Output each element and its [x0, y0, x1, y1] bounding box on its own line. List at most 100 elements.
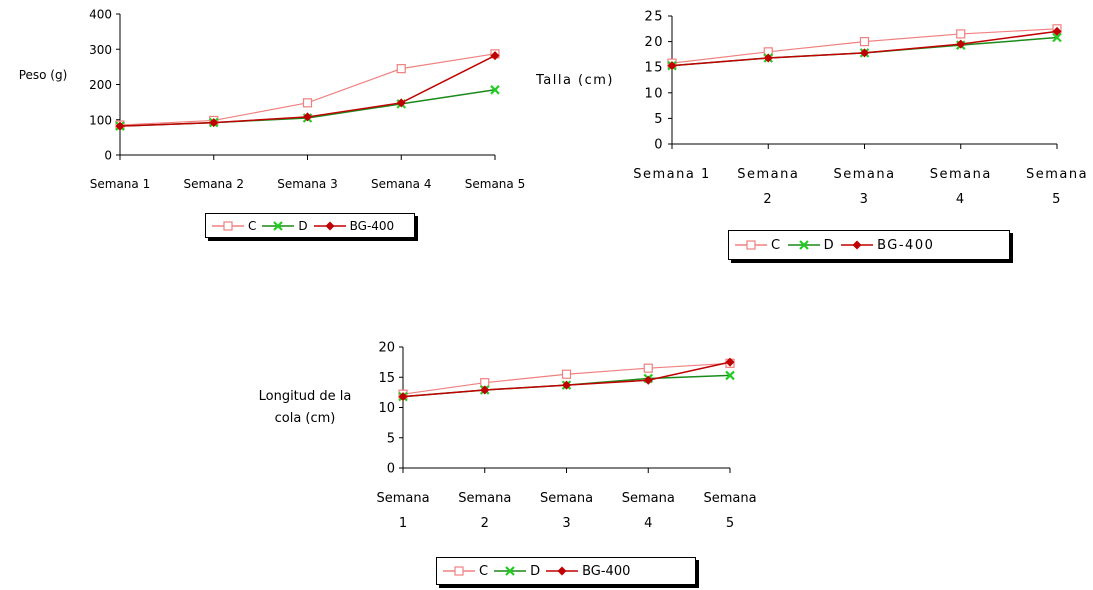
legend-marker: [454, 566, 464, 576]
y-tick-label: 0: [654, 138, 664, 153]
data-point-bg-400: [860, 48, 869, 58]
x-tick-label: Semana 1: [633, 167, 711, 182]
y-tick-label: 5: [654, 112, 664, 127]
y-tick-label: 200: [89, 78, 112, 92]
plot-area: 0 5 10 15 20 Semana 1 Semana 2 Semana 3 Semana 4 Sema…: [376, 341, 756, 532]
legend-item-d: D: [262, 218, 308, 233]
legend-item-d: D: [494, 564, 540, 579]
y-tick-label: 25: [644, 10, 664, 25]
legend-label: C: [479, 563, 489, 579]
legend-swatch: [494, 566, 527, 576]
legend-marker: [223, 220, 233, 231]
x-tick-label: Semana 2: [737, 167, 799, 207]
x-tick-label: Semana 3: [277, 177, 337, 191]
x-tick-label: Semana 2: [184, 177, 244, 191]
y-tick-label: 0: [104, 149, 112, 163]
legend-marker: [557, 566, 567, 576]
x-tick-label: Semana 3: [540, 491, 593, 531]
data-point-bg-400: [643, 375, 653, 385]
y-tick-label: 10: [378, 401, 395, 416]
x-tick-label: Semana 4: [930, 167, 992, 207]
data-point-bg-400: [562, 380, 571, 390]
y-tick-label: 100: [89, 113, 112, 127]
y-tick-label: 0: [387, 462, 395, 477]
y-axis-label: Talla (cm): [535, 73, 615, 88]
legend-marker: [852, 240, 862, 250]
legend-label: BG-400: [349, 218, 395, 233]
legend-marker: [273, 220, 284, 231]
legend-item-c: C: [443, 564, 488, 579]
data-point-bg-400: [396, 98, 406, 108]
y-tick-label: 15: [378, 371, 395, 386]
data-point-bg-400: [763, 53, 773, 63]
data-point-bg-400: [398, 392, 408, 402]
legend-marker: [325, 221, 335, 230]
legend-swatch: [262, 220, 295, 231]
x-tick-label: Semana 5: [1026, 167, 1088, 207]
data-point-d: [725, 370, 735, 381]
x-tick-label: Semana 2: [458, 491, 511, 531]
chart-peso: Peso (g) 0 100 200 300 400 Semana 1 Semana 2 Se…: [0, 0, 540, 250]
data-point-c: [396, 64, 406, 74]
chart-talla: Talla (cm) 0 5 10 15 20 25 Semana 1 Semana 2 Sema…: [520, 0, 1093, 270]
data-point-bg-400: [490, 51, 500, 61]
data-point-c: [956, 29, 966, 39]
legend-swatch: [735, 240, 767, 250]
legend: C D BG-400: [728, 230, 1010, 260]
legend-swatch: [841, 240, 874, 250]
legend-label: BG-400: [582, 563, 631, 579]
y-tick-label: 10: [644, 86, 664, 101]
legend-marker: [746, 240, 756, 250]
legend-label: C: [771, 237, 782, 253]
y-axis-label: Peso (g): [18, 68, 68, 82]
legend-item-bg-400: BG-400: [313, 218, 395, 233]
legend-swatch: [787, 240, 820, 250]
y-tick-label: 400: [89, 8, 112, 22]
legend-label: C: [248, 218, 257, 233]
legend-swatch: [212, 220, 244, 231]
data-point-bg-400: [1052, 26, 1062, 36]
legend-label: D: [823, 237, 836, 253]
legend-marker: [798, 240, 809, 250]
y-tick-label: 20: [644, 35, 664, 50]
y-axis-label: Longitud de la cola (cm): [258, 389, 352, 426]
data-point-bg-400: [480, 385, 490, 395]
series-line-bg-400: [402, 361, 731, 398]
x-tick-label: Semana 1: [376, 491, 429, 531]
legend-label: BG-400: [877, 237, 935, 253]
data-point-bg-400: [725, 357, 735, 367]
data-point-bg-400: [956, 39, 966, 49]
data-point-c: [302, 98, 313, 108]
legend-item-c: C: [735, 238, 782, 253]
y-tick-label: 20: [378, 341, 395, 356]
legend-item-d: D: [787, 237, 836, 253]
x-tick-label: Semana 1: [90, 177, 150, 191]
data-point-d: [1052, 32, 1062, 43]
plot-area: 0 5 10 15 20 25 Semana 1 Semana 2 Semana 3 Semana 4 S…: [633, 10, 1088, 208]
x-tick-label: Semana 4: [371, 177, 431, 191]
legend-swatch: [546, 566, 579, 576]
legend-item-bg-400: BG-400: [546, 564, 630, 579]
legend-swatch: [443, 566, 475, 576]
data-point-bg-400: [667, 61, 677, 71]
x-tick-label: Semana 4: [622, 491, 675, 531]
x-tick-label: Semana 5: [703, 491, 756, 531]
x-tick-label: Semana 5: [465, 177, 525, 191]
legend-item-bg-400: BG-400: [841, 238, 934, 253]
data-point-bg-400: [209, 118, 219, 128]
y-tick-label: 5: [387, 431, 395, 446]
data-point-bg-400: [303, 112, 312, 122]
y-tick-label: 300: [89, 43, 112, 57]
legend-swatch: [313, 221, 346, 230]
data-point-d: [490, 85, 500, 95]
y-tick-label: 15: [644, 61, 664, 76]
legend: C D BG-400: [436, 557, 696, 585]
data-point-bg-400: [115, 121, 125, 131]
legend-label: D: [530, 563, 541, 579]
x-tick-label: Semana 3: [833, 167, 895, 207]
legend-marker: [505, 566, 515, 576]
data-point-c: [643, 363, 653, 373]
plot-area: 0 100 200 300 400 Semana 1 Semana 2 Semana 3 Sem…: [89, 8, 525, 192]
data-point-c: [561, 369, 572, 379]
legend-label: D: [298, 218, 308, 233]
